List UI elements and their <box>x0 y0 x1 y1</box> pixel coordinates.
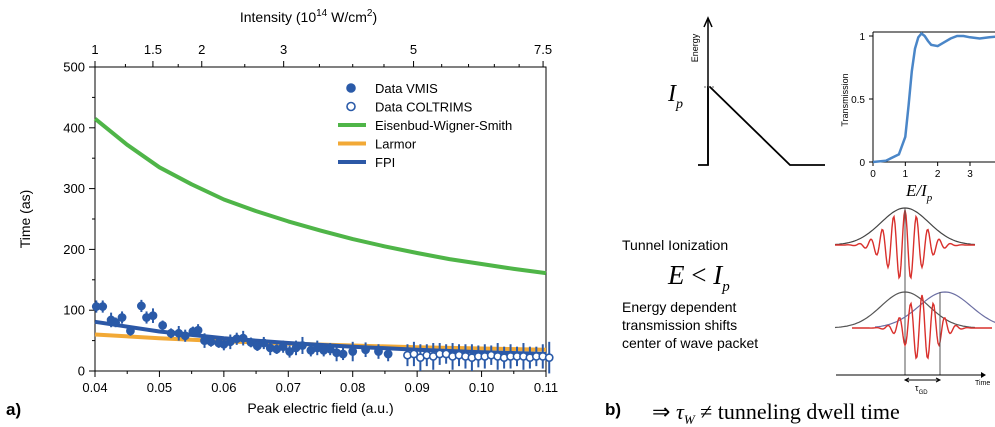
top-axis-label: Intensity (1014 W/cm2) <box>240 8 377 25</box>
energy-axis-arrow <box>703 16 713 28</box>
conclusion-text: ⇒ τW ≠ tunneling dwell time <box>652 399 900 427</box>
y-tick-label: 400 <box>63 120 85 135</box>
top-tick-label: 3 <box>280 42 287 57</box>
legend-marker <box>346 83 356 93</box>
wave-packet-shifted <box>852 294 992 360</box>
time-axis-label: Time <box>975 380 990 387</box>
description-line: Energy dependent <box>622 299 737 315</box>
transmission-x-tick-label: 0 <box>870 169 876 180</box>
tau-gd-arrows <box>903 377 942 383</box>
data-point-vmis <box>111 317 121 327</box>
top-tick-label: 2 <box>198 42 205 57</box>
x-tick-label: 0.04 <box>82 380 107 395</box>
description-line: transmission shifts <box>622 317 737 333</box>
tunnel-ionization-text: Tunnel Ionization <box>622 237 728 253</box>
transmission-x-tick-label: 2 <box>935 169 941 180</box>
top-tick-label: 1.5 <box>144 42 162 57</box>
y-tick-label: 0 <box>78 364 85 379</box>
data-point-vmis <box>259 338 269 348</box>
x-axis-label: Peak electric field (a.u.) <box>247 400 393 416</box>
data-point-vmis <box>117 313 127 322</box>
y-tick-label: 200 <box>63 242 85 257</box>
legend-label: Eisenbud-Wigner-Smith <box>375 118 512 133</box>
legend-label: FPI <box>375 155 395 170</box>
data-point-vmis <box>325 344 335 354</box>
x-tick-label: 0.05 <box>147 380 172 395</box>
transmission-x-label: E/Ip <box>905 181 933 204</box>
data-point-vmis <box>383 349 393 359</box>
time-axis-arrow <box>981 372 986 378</box>
legend-marker <box>346 101 356 112</box>
transmission-x-tick-label: 1 <box>903 169 909 180</box>
legend-label: Data VMIS <box>375 81 438 96</box>
tau-gd-label: τGD <box>915 383 928 396</box>
top-tick-label: 5 <box>410 42 417 57</box>
data-point-vmis <box>238 333 248 343</box>
y-tick-label: 100 <box>63 303 85 318</box>
transmission-y-tick-label: 0 <box>859 158 865 169</box>
data-point-coltrims <box>544 353 554 363</box>
chart-panel-a: 0.04 0.05 0.06 0.07 0.08 0.09 0.10 0.11 0 100 200 3… <box>17 8 558 416</box>
x-tick-label: 0.09 <box>404 380 429 395</box>
top-tick-label: 7.5 <box>534 42 552 57</box>
data-point-vmis <box>298 341 307 350</box>
series-line-eisenbud-wigner-smith <box>93 117 547 276</box>
energy-axis-label: Energy <box>690 33 700 62</box>
transmission-curve <box>872 31 995 164</box>
transmission-y-label: Transmission <box>840 73 850 126</box>
data-point-vmis <box>158 320 168 330</box>
data-point-vmis <box>361 345 370 355</box>
top-tick-label: 1 <box>91 42 98 57</box>
data-point-vmis <box>166 328 176 338</box>
data-point-coltrims <box>409 349 419 359</box>
transmission-x-tick-label: 3 <box>967 169 973 180</box>
data-point-vmis <box>278 342 288 352</box>
y-tick-label: 500 <box>63 60 85 75</box>
data-point-vmis <box>148 311 158 321</box>
transmission-y-tick-label: 0.5 <box>851 95 865 106</box>
data-point-vmis <box>126 326 135 336</box>
y-axis-label: Time (as) <box>17 190 33 249</box>
inequality-label: E < Ip <box>667 260 730 295</box>
description-line: center of wave packet <box>622 335 758 351</box>
data-point-vmis <box>285 347 294 356</box>
legend-label: Larmor <box>375 137 417 152</box>
x-tick-label: 0.08 <box>340 380 365 395</box>
transmission-y-tick-label: 1 <box>859 32 865 43</box>
data-point-vmis <box>348 347 358 356</box>
chart-panel-b: Energy Ip 0 0.5 1 0 1 2 3 Transmission E/Ip Tunnel … <box>622 16 995 427</box>
legend-label: Data COLTRIMS <box>375 100 473 115</box>
x-tick-label: 0.11 <box>534 380 558 395</box>
data-point-vmis <box>180 331 190 341</box>
data-point-vmis <box>136 301 146 311</box>
ip-label: Ip <box>667 81 683 112</box>
panel-b-label: b) <box>605 400 622 419</box>
data-point-vmis <box>193 325 203 335</box>
x-tick-label: 0.07 <box>276 380 301 395</box>
wave-envelope-original <box>834 291 976 329</box>
y-tick-label: 300 <box>63 181 85 196</box>
data-point-vmis <box>246 338 256 347</box>
data-point-vmis <box>206 337 216 347</box>
panel-a-label: a) <box>6 400 22 419</box>
data-point-vmis <box>374 347 383 356</box>
potential-barrier <box>698 86 825 166</box>
x-tick-label: 0.10 <box>469 380 494 395</box>
data-point-vmis <box>98 302 108 311</box>
x-tick-label: 0.06 <box>211 380 236 395</box>
data-point-vmis <box>338 349 348 359</box>
